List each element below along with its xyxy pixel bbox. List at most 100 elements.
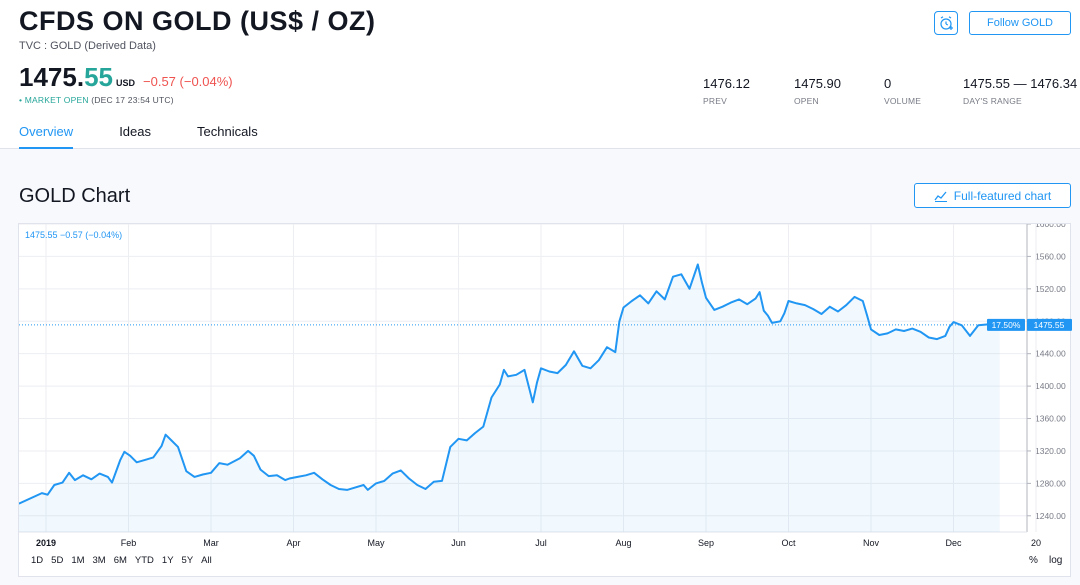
data-point: [170, 439, 172, 441]
range-6m[interactable]: 6M: [113, 555, 127, 566]
symbol-title: CFDS ON GOLD (US$ / OZ): [19, 6, 376, 36]
data-point: [185, 470, 187, 472]
data-point: [119, 459, 121, 461]
data-point: [152, 456, 154, 458]
data-point: [268, 475, 270, 477]
data-point: [548, 370, 550, 373]
data-point: [878, 334, 880, 336]
data-point: [796, 302, 798, 304]
data-point: [259, 469, 262, 471]
data-point: [730, 302, 732, 304]
data-point: [647, 302, 649, 304]
data-point: [713, 309, 715, 311]
data-point: [515, 374, 517, 376]
data-point: [61, 482, 64, 484]
series-line: [19, 263, 1000, 505]
stat-days-range: 1475.55 — 1476.34 DAY'S RANGE: [963, 76, 1077, 106]
log-scale-toggle[interactable]: log: [1049, 555, 1063, 566]
stat-prev: 1476.12 PREV: [703, 76, 750, 106]
data-point: [895, 328, 897, 330]
data-point: [573, 350, 575, 352]
data-point: [449, 446, 451, 448]
stat-label: DAY'S RANGE: [963, 96, 1022, 106]
x-tick-label: Aug: [615, 538, 631, 548]
market-status: • MARKET OPEN (DEC 17 23:54 UTC): [19, 95, 174, 105]
series-area: [19, 264, 1000, 532]
data-point: [862, 300, 864, 302]
data-point: [787, 300, 790, 302]
price-change: −0.57 (−0.04%): [143, 74, 233, 89]
data-point: [400, 469, 402, 471]
price-chart[interactable]: 1240.00 1280.00 1320.00 1360.00 1400.00 1440.…: [19, 224, 1072, 578]
range-5d[interactable]: 5D: [51, 555, 64, 566]
percent-scale-toggle[interactable]: %: [1029, 555, 1038, 566]
data-point: [606, 346, 608, 348]
last-price-tag: [1027, 318, 1072, 331]
data-point: [330, 484, 332, 486]
data-point: [886, 332, 889, 334]
data-point: [226, 464, 229, 466]
data-point: [433, 481, 435, 483]
full-featured-chart-button[interactable]: Full-featured chart: [914, 183, 1071, 208]
data-point: [779, 320, 781, 322]
data-point: [90, 478, 92, 480]
data-point: [589, 367, 592, 369]
range-5y[interactable]: 5Y: [181, 555, 194, 566]
data-point: [363, 484, 365, 486]
price-integer: 1475.: [19, 62, 85, 92]
data-point: [721, 306, 724, 308]
chart-icon: [934, 191, 947, 202]
chart-section-title: GOLD Chart: [19, 185, 131, 207]
data-point: [919, 331, 922, 333]
data-point: [754, 298, 757, 300]
data-point: [354, 486, 356, 488]
range-3m[interactable]: 3M: [92, 555, 106, 566]
range-1y[interactable]: 1Y: [161, 555, 174, 566]
range-ytd[interactable]: YTD: [134, 555, 154, 566]
stat-value: 1475.55 — 1476.34: [963, 76, 1078, 91]
data-point: [111, 482, 113, 484]
data-point: [697, 263, 699, 266]
add-alert-button[interactable]: [934, 11, 958, 35]
chart-area[interactable]: 1240.00 1280.00 1320.00 1360.00 1400.00 1440.…: [18, 223, 1072, 578]
stat-label: VOLUME: [884, 96, 922, 106]
data-point: [631, 300, 633, 302]
data-point: [218, 462, 220, 464]
tab-overview[interactable]: Overview: [19, 124, 74, 149]
market-open-label: MARKET OPEN: [24, 95, 89, 105]
data-point: [845, 304, 847, 306]
follow-button[interactable]: Follow GOLD: [969, 11, 1071, 35]
data-point: [490, 396, 493, 399]
symbol-header: CFDS ON GOLD (US$ / OZ) TVC : GOLD (Deri…: [0, 0, 1080, 149]
data-point: [68, 472, 70, 474]
x-tick-label: Mar: [203, 538, 219, 548]
data-point: [928, 336, 930, 339]
data-point: [210, 472, 212, 474]
full-featured-chart-label: Full-featured chart: [953, 188, 1052, 203]
data-point: [870, 328, 872, 330]
data-point: [466, 439, 468, 441]
data-point: [482, 426, 484, 428]
data-point: [305, 474, 307, 476]
data-point: [239, 457, 241, 459]
data-point: [276, 474, 278, 476]
range-all[interactable]: All: [201, 555, 212, 566]
x-tick-label: Oct: [781, 538, 796, 548]
x-tick-label: Nov: [863, 538, 880, 548]
data-point: [99, 473, 101, 475]
tab-ideas[interactable]: Ideas: [119, 124, 151, 139]
data-point: [160, 445, 163, 447]
data-point: [701, 281, 703, 283]
range-1m[interactable]: 1M: [71, 555, 85, 566]
data-point: [783, 312, 786, 314]
data-point: [688, 288, 691, 290]
range-1d[interactable]: 1D: [31, 555, 44, 566]
tab-technicals[interactable]: Technicals: [197, 124, 258, 139]
market-open-dot: •: [19, 95, 23, 105]
data-point: [853, 296, 856, 298]
price-row: 1475. 55 USD −0.57 (−0.04%): [19, 62, 233, 93]
data-point: [338, 488, 340, 490]
y-tick-label: 1320.00: [1035, 446, 1066, 456]
data-point: [952, 321, 955, 323]
x-tick-label: Jun: [451, 538, 466, 548]
